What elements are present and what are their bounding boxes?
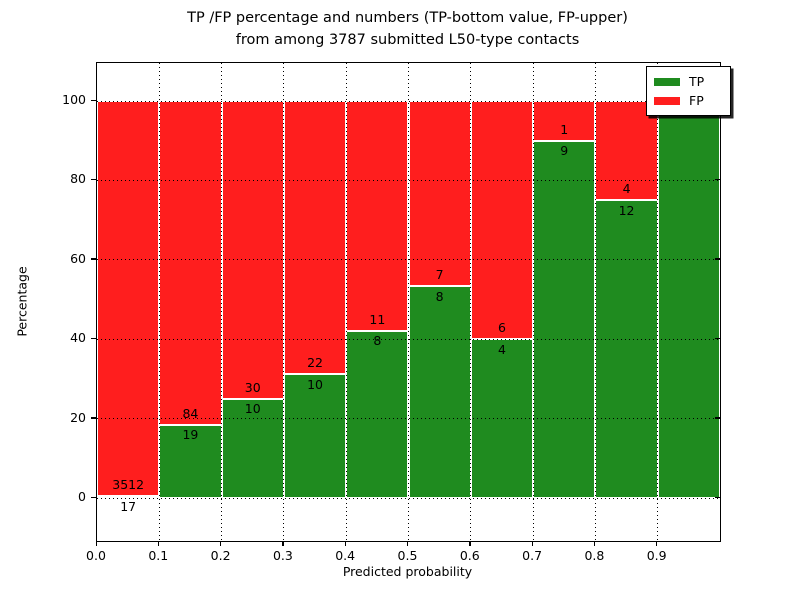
y-tick-mark-right	[715, 496, 720, 498]
bar-fp	[159, 101, 222, 425]
tp-count-label: 8	[435, 288, 444, 304]
tp-count-label: 10	[244, 401, 261, 417]
y-tick-mark-right	[715, 337, 720, 340]
x-gridline	[283, 63, 285, 541]
bar-fp	[346, 101, 409, 331]
y-tick-mark	[91, 258, 96, 260]
y-tick-mark	[91, 178, 96, 181]
x-tick-label: 0.2	[210, 548, 231, 563]
x-tick-mark	[220, 541, 222, 546]
x-tick-label: 0.7	[522, 548, 543, 563]
tp-swatch-icon	[654, 77, 680, 86]
bar-tp	[657, 101, 720, 499]
y-tick-mark	[91, 496, 96, 498]
y-tick-label: 100	[62, 92, 86, 107]
tp-count-label: 17	[120, 498, 137, 514]
x-gridline	[532, 63, 534, 541]
x-tick-label: 0.5	[397, 548, 418, 563]
chart-title-line1: TP /FP percentage and numbers (TP-bottom…	[187, 10, 628, 26]
y-tick-label: 80	[70, 171, 86, 187]
y-tick-label: 40	[70, 330, 86, 346]
legend: TP FP	[646, 66, 731, 116]
fp-count-label: 30	[244, 379, 261, 395]
fp-count-label: 3512	[112, 477, 145, 493]
x-tick-mark	[469, 541, 471, 546]
fp-count-label: 84	[182, 405, 199, 421]
x-axis-label: Predicted probability	[342, 564, 473, 579]
y-tick-label: 20	[70, 409, 86, 425]
bar-tp	[159, 424, 222, 499]
y-tick-mark	[91, 99, 96, 101]
bar-fp	[595, 101, 658, 201]
tp-count-label: 9	[560, 143, 569, 159]
y-tick-mark-right	[715, 258, 720, 260]
x-tick-mark	[531, 541, 533, 546]
x-tick-label: 0.3	[272, 548, 293, 563]
tp-count-label: 10	[307, 376, 323, 392]
fp-count-label: 1	[560, 121, 569, 137]
bar-fp	[221, 101, 284, 399]
x-gridline	[408, 63, 409, 541]
x-gridline	[158, 63, 160, 541]
legend-item-fp: FP	[654, 91, 724, 110]
legend-label-fp: FP	[689, 92, 704, 108]
x-gridline	[221, 63, 223, 541]
y-tick-mark-right	[715, 417, 720, 419]
x-gridline	[345, 63, 347, 541]
tp-count-label: 19	[182, 427, 199, 443]
bar-tp	[533, 140, 596, 499]
legend-label-tp: TP	[689, 73, 705, 89]
x-gridline	[657, 63, 659, 541]
fp-swatch-icon	[654, 96, 680, 105]
bar-fp	[470, 101, 534, 340]
bar-fp	[283, 101, 347, 375]
fp-count-label: 22	[307, 355, 323, 371]
fp-count-label: 4	[622, 181, 631, 197]
x-tick-label: 0.0	[86, 548, 106, 563]
fp-count-label: 7	[435, 267, 444, 283]
chart-title-line2: from among 3787 submitted L50-type conta…	[235, 32, 580, 48]
tp-count-label: 12	[618, 202, 635, 218]
x-tick-mark	[407, 541, 409, 546]
tp-count-label: 8	[373, 333, 382, 349]
y-tick-mark-right	[715, 178, 720, 181]
bar-fp	[97, 101, 160, 497]
x-gridline	[470, 63, 472, 541]
legend-item-tp: TP	[654, 72, 724, 91]
x-tick-mark	[656, 541, 658, 546]
x-tick-mark	[282, 541, 284, 546]
fp-count-label: 11	[369, 311, 386, 327]
plot-area: 35121784193010221011878641941213	[96, 62, 721, 542]
fp-count-label: 6	[497, 320, 506, 336]
bar-fp	[533, 101, 596, 141]
x-tick-label: 0.8	[584, 548, 605, 563]
bar-tp	[221, 398, 284, 499]
x-tick-mark	[344, 541, 346, 546]
x-tick-label: 0.4	[335, 548, 356, 563]
y-tick-label: 60	[70, 250, 86, 266]
y-tick-mark	[91, 417, 96, 419]
x-tick-mark	[593, 541, 596, 546]
x-gridline	[594, 63, 596, 541]
y-tick-mark	[91, 337, 96, 340]
bar-tp	[595, 200, 658, 499]
y-tick-label: 0	[78, 489, 86, 505]
x-tick-mark	[95, 541, 97, 546]
y-axis-label: Percentage	[14, 266, 30, 337]
bar-tp	[408, 286, 471, 499]
x-tick-label: 0.9	[646, 548, 667, 563]
bar-tp	[346, 330, 409, 499]
x-tick-mark	[157, 541, 160, 546]
chart-title: TP /FP percentage and numbers (TP-bottom…	[96, 7, 719, 51]
bar-fp	[408, 101, 471, 287]
tp-count-label: 4	[497, 341, 506, 357]
x-tick-label: 0.6	[459, 548, 480, 563]
bar-tp	[283, 374, 347, 499]
x-tick-label: 0.1	[148, 548, 169, 563]
